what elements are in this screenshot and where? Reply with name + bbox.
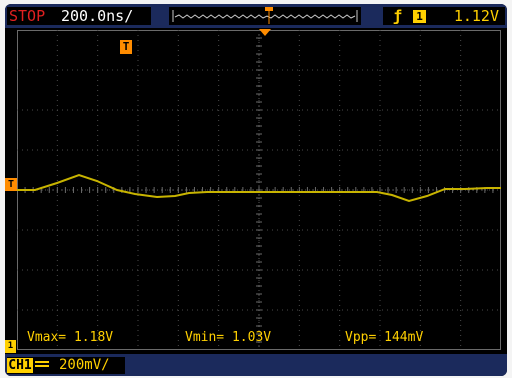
channel-ground-marker[interactable]: 1 [5,340,16,353]
measurement-vmax: Vmax= 1.18V [27,330,114,345]
status-bar: STOP 200.0ns/ ƒ 1 1.12V [5,4,507,28]
run-state-indicator[interactable]: STOP [7,7,57,25]
trigger-time-marker[interactable]: T [120,40,132,54]
trigger-level-marker[interactable]: T [5,178,17,191]
memory-waveform-icon [172,7,358,24]
waveform-display [17,30,501,350]
channel-tag: CH1 [7,358,33,373]
rising-edge-icon: ƒ [393,7,403,25]
timebase-readout[interactable]: 200.0ns/ [57,7,151,25]
oscilloscope-screen: STOP 200.0ns/ ƒ 1 1.12V T T [5,4,507,376]
channel-1-settings[interactable]: CH1 200mV/ [7,357,125,374]
memory-overview [169,7,361,25]
measurement-vmin: Vmin= 1.03V [185,330,272,345]
trigger-position-marker[interactable] [259,29,271,36]
trigger-readout[interactable]: ƒ 1 1.12V [383,7,505,25]
dc-coupling-icon [35,361,49,370]
vertical-scale: 200mV/ [59,357,110,373]
trigger-source-badge: 1 [413,10,426,23]
waveform-trace [17,173,501,203]
trigger-level: 1.12V [453,7,499,25]
channel-bar: CH1 200mV/ [5,354,507,376]
graticule [17,30,501,350]
measurement-vpp: Vpp= 144mV [345,330,424,345]
